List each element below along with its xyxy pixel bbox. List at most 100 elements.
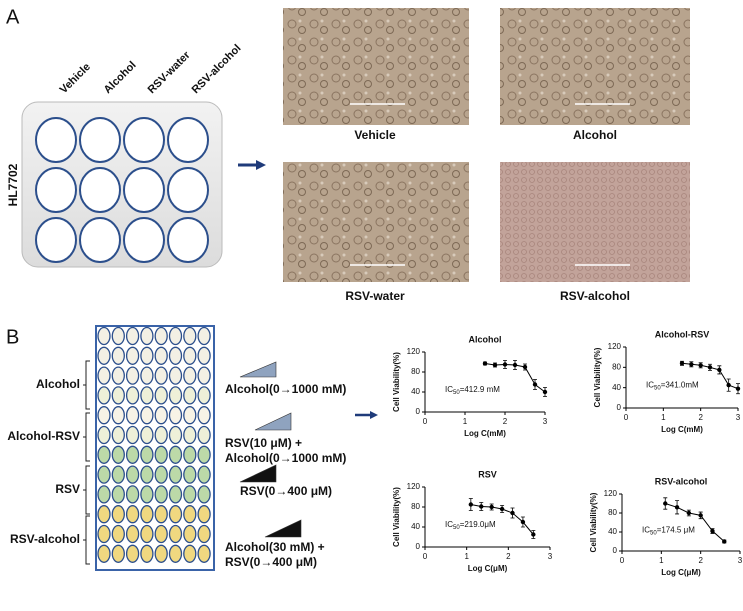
bracket bbox=[83, 360, 90, 410]
well bbox=[125, 425, 140, 445]
well bbox=[111, 485, 125, 504]
well bbox=[154, 544, 168, 563]
point bbox=[502, 362, 508, 367]
well bbox=[125, 386, 140, 405]
group-label: Alcohol-RSV bbox=[7, 429, 80, 443]
x-tick-label: 0 bbox=[423, 417, 428, 426]
arrow bbox=[256, 160, 266, 170]
point bbox=[674, 505, 680, 510]
annotation: IC50=174.5 μM bbox=[642, 526, 695, 536]
group-label: Alcohol bbox=[36, 377, 80, 391]
well bbox=[197, 524, 211, 544]
well bbox=[140, 524, 154, 544]
well bbox=[111, 366, 125, 385]
wells bbox=[97, 326, 211, 563]
caption: RSV-alcohol bbox=[560, 289, 630, 303]
point bbox=[532, 382, 538, 387]
well bbox=[168, 505, 183, 524]
bracket bbox=[83, 465, 90, 515]
y-tick-label: 40 bbox=[612, 383, 621, 392]
well bbox=[197, 406, 211, 425]
annotation-part: =219.0μM bbox=[460, 520, 496, 529]
well bbox=[123, 167, 165, 213]
well bbox=[183, 406, 197, 425]
y-tick-label: 40 bbox=[608, 527, 617, 536]
treatment: Alcohol(0→1000 mM) bbox=[225, 451, 346, 465]
y-tick-label: 0 bbox=[617, 403, 622, 412]
well bbox=[97, 505, 111, 524]
well bbox=[140, 425, 154, 445]
micrograph bbox=[283, 8, 469, 125]
well bbox=[168, 445, 183, 464]
x-axis-label: Log C(μM) bbox=[661, 568, 701, 577]
x-tick-label: 1 bbox=[463, 417, 468, 426]
x-tick-label: 1 bbox=[661, 413, 666, 422]
x-axis-label: Log C(mM) bbox=[661, 425, 703, 434]
well bbox=[197, 485, 211, 504]
well bbox=[111, 386, 125, 405]
point bbox=[679, 361, 685, 366]
chart-title: RSV-alcohol bbox=[655, 476, 708, 486]
well bbox=[140, 366, 154, 385]
y-tick-label: 80 bbox=[411, 502, 420, 511]
y-tick-label: 80 bbox=[411, 367, 420, 376]
column-label: Alcohol bbox=[102, 59, 139, 96]
well bbox=[197, 346, 211, 365]
well bbox=[140, 505, 154, 524]
cell-line: HL7702 bbox=[6, 163, 20, 206]
well bbox=[97, 425, 111, 445]
point bbox=[735, 386, 741, 391]
well bbox=[111, 465, 125, 484]
well bbox=[168, 386, 183, 405]
well bbox=[183, 505, 197, 524]
point bbox=[522, 364, 528, 370]
well bbox=[111, 445, 125, 464]
x-tick-label: 3 bbox=[736, 413, 741, 422]
well bbox=[167, 167, 209, 213]
well bbox=[97, 445, 111, 464]
point bbox=[726, 382, 731, 388]
x-axis-label: Log C(μM) bbox=[468, 564, 508, 573]
well bbox=[183, 386, 197, 405]
chart-title: RSV bbox=[478, 469, 497, 479]
well bbox=[125, 445, 140, 464]
y-tick-label: 40 bbox=[411, 522, 420, 531]
well bbox=[125, 326, 140, 346]
well bbox=[35, 217, 77, 263]
well bbox=[197, 445, 211, 464]
annotation: IC50=412.9 mM bbox=[445, 385, 500, 395]
x-tick-label: 2 bbox=[506, 552, 511, 561]
well bbox=[197, 425, 211, 445]
micrograph bbox=[283, 162, 469, 282]
group-label: RSV-alcohol bbox=[10, 532, 80, 546]
annotation-part: 50 bbox=[453, 525, 460, 531]
y-tick-label: 0 bbox=[416, 407, 421, 416]
scale-bars bbox=[350, 103, 630, 266]
well bbox=[140, 544, 154, 563]
well bbox=[167, 117, 209, 163]
point bbox=[542, 389, 548, 395]
chart-title: Alcohol-RSV bbox=[655, 329, 710, 339]
well bbox=[154, 524, 168, 544]
well bbox=[183, 485, 197, 504]
well bbox=[79, 217, 121, 263]
annotation-part: 50 bbox=[654, 385, 661, 391]
point bbox=[510, 510, 515, 516]
chart-title: Alcohol bbox=[469, 334, 502, 344]
treatment: RSV(0→400 μM) bbox=[240, 484, 332, 498]
well bbox=[197, 465, 211, 484]
well bbox=[79, 117, 121, 163]
point bbox=[512, 362, 518, 368]
well bbox=[125, 465, 140, 484]
column-label: Vehicle bbox=[58, 61, 93, 96]
well bbox=[168, 524, 183, 544]
treatment: RSV(0→400 μM) bbox=[225, 555, 317, 569]
well bbox=[197, 366, 211, 385]
group-label: RSV bbox=[55, 482, 80, 496]
bracket bbox=[83, 515, 90, 565]
x-tick-label: 0 bbox=[423, 552, 428, 561]
well bbox=[125, 544, 140, 563]
well bbox=[97, 544, 111, 563]
well bbox=[183, 524, 197, 544]
well bbox=[183, 346, 197, 365]
